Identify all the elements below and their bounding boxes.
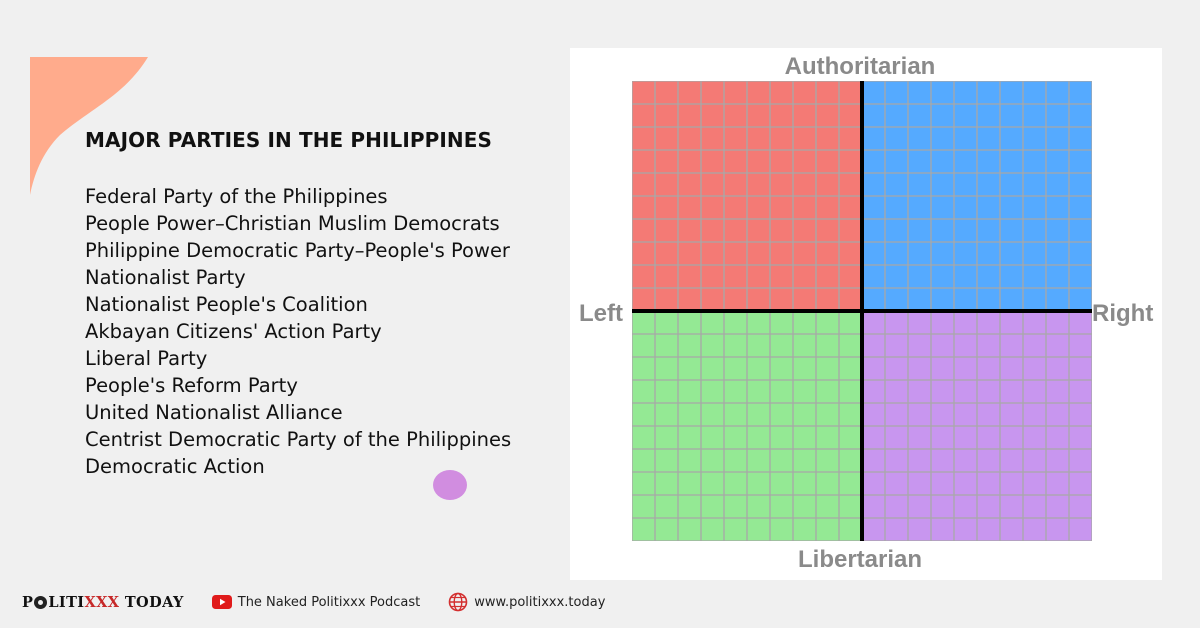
- axis-label-top: Authoritarian: [784, 53, 936, 80]
- axis-label-bottom: Libertarian: [797, 546, 923, 573]
- youtube-icon: [211, 595, 232, 609]
- political-compass: Authoritarian Libertarian Left Right: [570, 48, 1162, 580]
- brand-xxx: XXX: [84, 593, 120, 611]
- grid-lines: [632, 81, 1092, 541]
- compass-grid: [632, 81, 1092, 541]
- list-item: United Nationalist Alliance: [85, 401, 343, 424]
- podcast-label: The Naked Politixxx Podcast: [237, 594, 421, 610]
- brand-o-icon: [34, 595, 48, 609]
- brand-suffix: TODAY: [119, 593, 184, 611]
- globe-icon: [448, 592, 468, 612]
- axis-label-right: Right: [1092, 300, 1154, 327]
- list-item: Nationalist People's Coalition: [85, 293, 368, 316]
- brand-prefix: P: [22, 593, 34, 611]
- decorative-dot: [433, 470, 467, 500]
- page-title: MAJOR PARTIES IN THE PHILIPPINES: [85, 128, 493, 152]
- podcast-link[interactable]: The Naked Politixxx Podcast: [211, 594, 421, 610]
- party-list: Federal Party of the Philippines People …: [85, 183, 511, 480]
- list-item: Akbayan Citizens' Action Party: [85, 320, 382, 343]
- list-item: People's Reform Party: [85, 374, 298, 397]
- website-label: www.politixxx.today: [474, 594, 606, 610]
- list-item: Centrist Democratic Party of the Philipp…: [85, 428, 512, 451]
- list-item: Federal Party of the Philippines: [85, 185, 388, 208]
- decorative-accent-shape: [30, 57, 148, 195]
- list-item: People Power–Christian Muslim Democrats: [85, 212, 500, 235]
- footer: P LITI XXX TODAY The Naked Politixxx Pod…: [22, 592, 605, 612]
- website-link[interactable]: www.politixxx.today: [448, 592, 605, 612]
- brand-mid: LITI: [48, 593, 85, 611]
- list-item: Philippine Democratic Party–People's Pow…: [85, 239, 510, 262]
- axis-label-left: Left: [579, 300, 623, 327]
- list-item: Liberal Party: [85, 347, 208, 370]
- list-item: Nationalist Party: [85, 266, 246, 289]
- brand-logo: P LITI XXX TODAY: [22, 594, 184, 611]
- list-item: Democratic Action: [85, 455, 265, 478]
